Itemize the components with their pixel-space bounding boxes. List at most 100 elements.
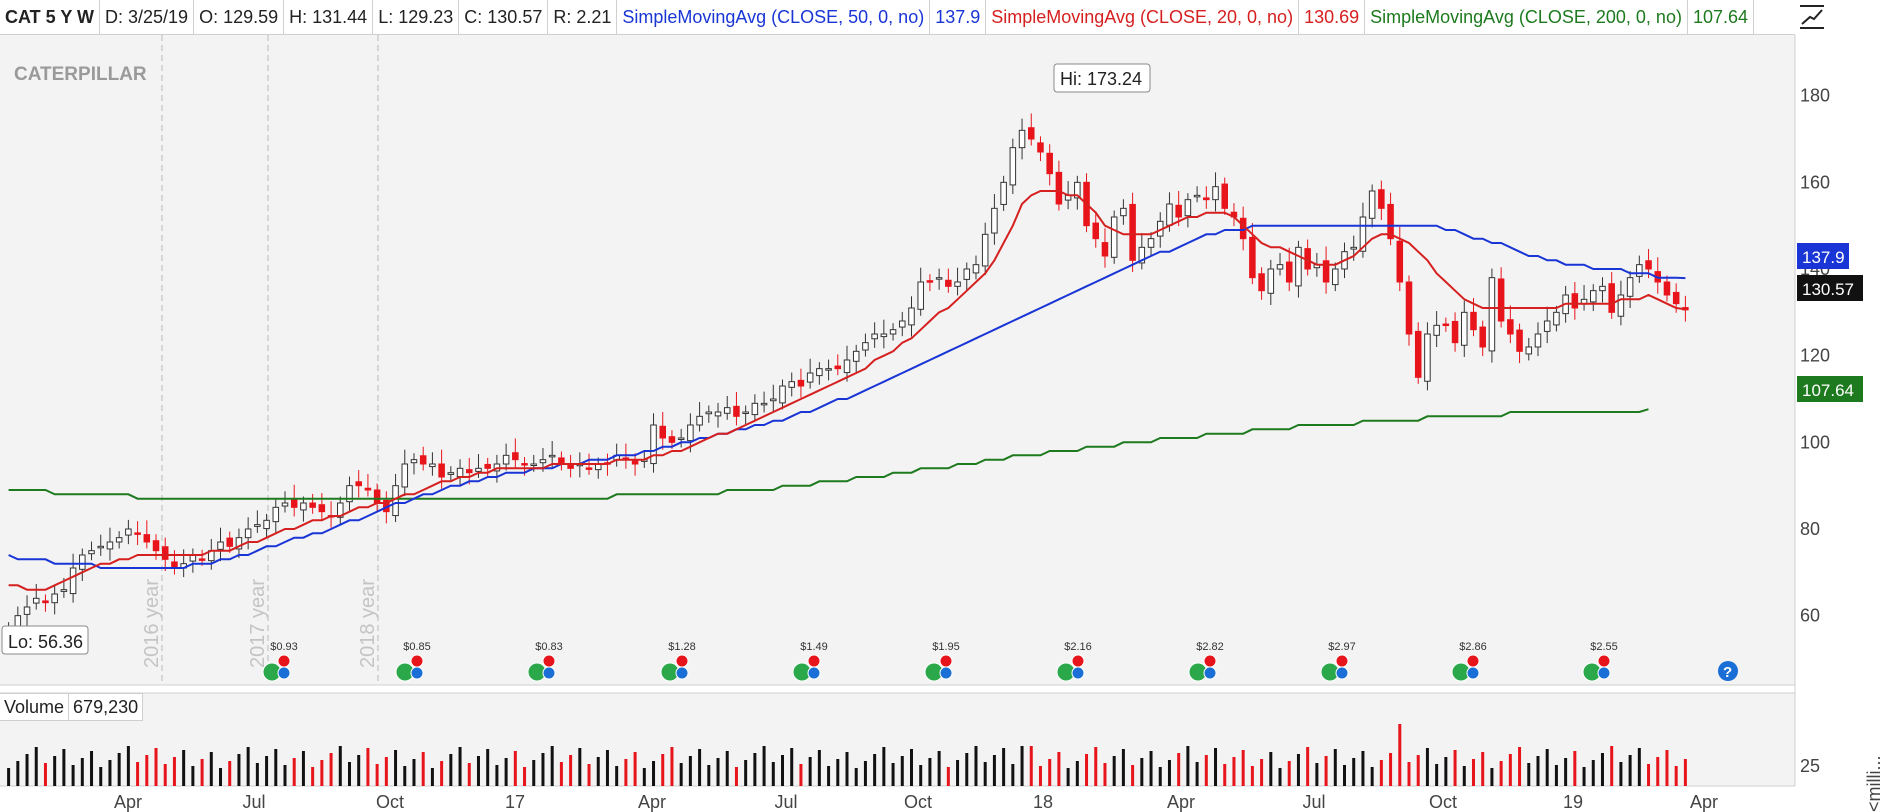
volume-bar [25, 754, 29, 786]
candle [1129, 192, 1136, 273]
volume-bar [154, 748, 158, 786]
open-label: O: 129.59 [194, 0, 285, 34]
sma20-legend[interactable]: SimpleMovingAvg (CLOSE, 20, 0, no) [986, 0, 1300, 34]
svg-text:130.57: 130.57 [1802, 280, 1854, 299]
candle [410, 453, 418, 475]
volume-bar [329, 753, 333, 786]
volume-bar [1453, 750, 1457, 786]
dividend-marker[interactable]: $0.85 [395, 641, 431, 682]
candle [88, 541, 95, 561]
volume-bar [1186, 746, 1190, 786]
sma50-legend[interactable]: SimpleMovingAvg (CLOSE, 50, 0, no) [617, 0, 931, 34]
dividend-markers[interactable]: $0.93 $0.85 $0.83 $1.28 $1.49 $1.95 $2.16 $2.82… [262, 641, 1618, 682]
candle [502, 443, 510, 471]
volume-bar [1683, 759, 1687, 786]
volume-bar [974, 746, 978, 786]
dividend-marker[interactable]: $2.97 [1320, 641, 1356, 682]
volume-bar [1656, 757, 1660, 786]
volume-bar [1315, 763, 1319, 786]
svg-text:$2.86: $2.86 [1459, 641, 1487, 653]
svg-text:107.64: 107.64 [1802, 381, 1854, 400]
volume-bar [191, 766, 195, 786]
volume-bar [53, 756, 57, 786]
svg-text:$0.85: $0.85 [403, 641, 431, 653]
help-icon[interactable]: ? [1718, 661, 1738, 681]
dividend-marker[interactable]: $2.86 [1451, 641, 1487, 682]
candle [235, 528, 243, 559]
volume-pane [0, 693, 1795, 786]
svg-text:Lo: 56.36: Lo: 56.36 [8, 632, 83, 652]
candle [723, 395, 731, 420]
candle [1636, 255, 1643, 283]
sma200-line [8, 408, 1649, 500]
time-tick: Jul [774, 792, 797, 812]
candle [871, 322, 878, 348]
volume-bar [909, 749, 913, 786]
volume-bar [1435, 764, 1439, 786]
candle [1553, 305, 1560, 332]
dividend-marker[interactable]: $2.16 [1056, 641, 1092, 682]
time-tick: 18 [1033, 792, 1053, 812]
volume-bar [1610, 746, 1614, 786]
dividend-marker[interactable]: $1.95 [924, 641, 960, 682]
volume-bar [596, 757, 600, 786]
dividend-marker[interactable]: $1.49 [792, 641, 828, 682]
candle [97, 534, 105, 556]
time-tick: Apr [1167, 792, 1195, 812]
volume-bar [1619, 762, 1623, 786]
svg-text:$0.93: $0.93 [270, 641, 298, 653]
candle [880, 319, 888, 349]
candle [650, 413, 657, 473]
candle [115, 531, 123, 549]
candle [1599, 277, 1606, 303]
candle [1101, 228, 1109, 268]
candle [309, 493, 316, 514]
candle [788, 372, 795, 397]
time-tick: Apr [638, 792, 666, 812]
price-axis: 6080100120140160180 [1800, 86, 1830, 626]
dividend-marker[interactable]: $0.83 [527, 641, 563, 682]
symbol-label[interactable]: CAT 5 Y W [0, 0, 101, 34]
dividend-marker[interactable]: $0.93 [262, 641, 298, 682]
volume-bar [513, 751, 517, 786]
candle [484, 457, 491, 478]
candle [1442, 317, 1450, 332]
volume-bar [615, 766, 619, 786]
year-label: 2016 year [141, 579, 163, 668]
sma200-legend[interactable]: SimpleMovingAvg (CLOSE, 200, 0, no) [1365, 0, 1688, 34]
time-tick: 17 [505, 792, 525, 812]
candle [1037, 136, 1044, 162]
candle [1295, 240, 1302, 298]
candle [696, 402, 703, 432]
volume-bar [1545, 749, 1549, 786]
sma50-line [8, 224, 1686, 569]
high-callout: Hi: 173.24 [1053, 63, 1151, 93]
volume-bar [1425, 748, 1429, 786]
candle [1027, 113, 1035, 146]
volume-bar [1647, 764, 1651, 786]
sma50-badge: 137.9 [1797, 243, 1849, 269]
dividend-marker[interactable]: $1.28 [660, 641, 696, 682]
volume-bar [661, 754, 665, 786]
price-tick: 120 [1800, 346, 1830, 366]
candle [254, 510, 261, 533]
volume-bar [550, 746, 554, 786]
svg-text:$2.97: $2.97 [1328, 641, 1356, 653]
volume-bar [725, 751, 729, 786]
candle [1055, 160, 1063, 211]
candlesticks [5, 113, 1689, 644]
volume-bar [827, 766, 831, 786]
candle [797, 368, 805, 398]
svg-text:$2.55: $2.55 [1590, 641, 1618, 653]
drawing-tool-icon[interactable] [1798, 4, 1826, 30]
volume-bar [900, 756, 904, 786]
candle [1405, 275, 1413, 346]
dividend-marker[interactable]: $2.82 [1188, 641, 1224, 682]
dividend-marker[interactable]: $2.55 [1582, 641, 1618, 682]
candle [806, 358, 814, 389]
volume-bar [265, 756, 269, 786]
volume-bar [688, 756, 692, 786]
candle [1507, 305, 1514, 344]
volume-value: 679,230 [69, 693, 144, 721]
